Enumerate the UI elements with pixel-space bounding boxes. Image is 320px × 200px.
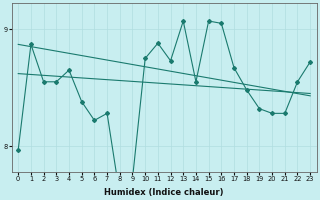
X-axis label: Humidex (Indice chaleur): Humidex (Indice chaleur) [104,188,224,197]
